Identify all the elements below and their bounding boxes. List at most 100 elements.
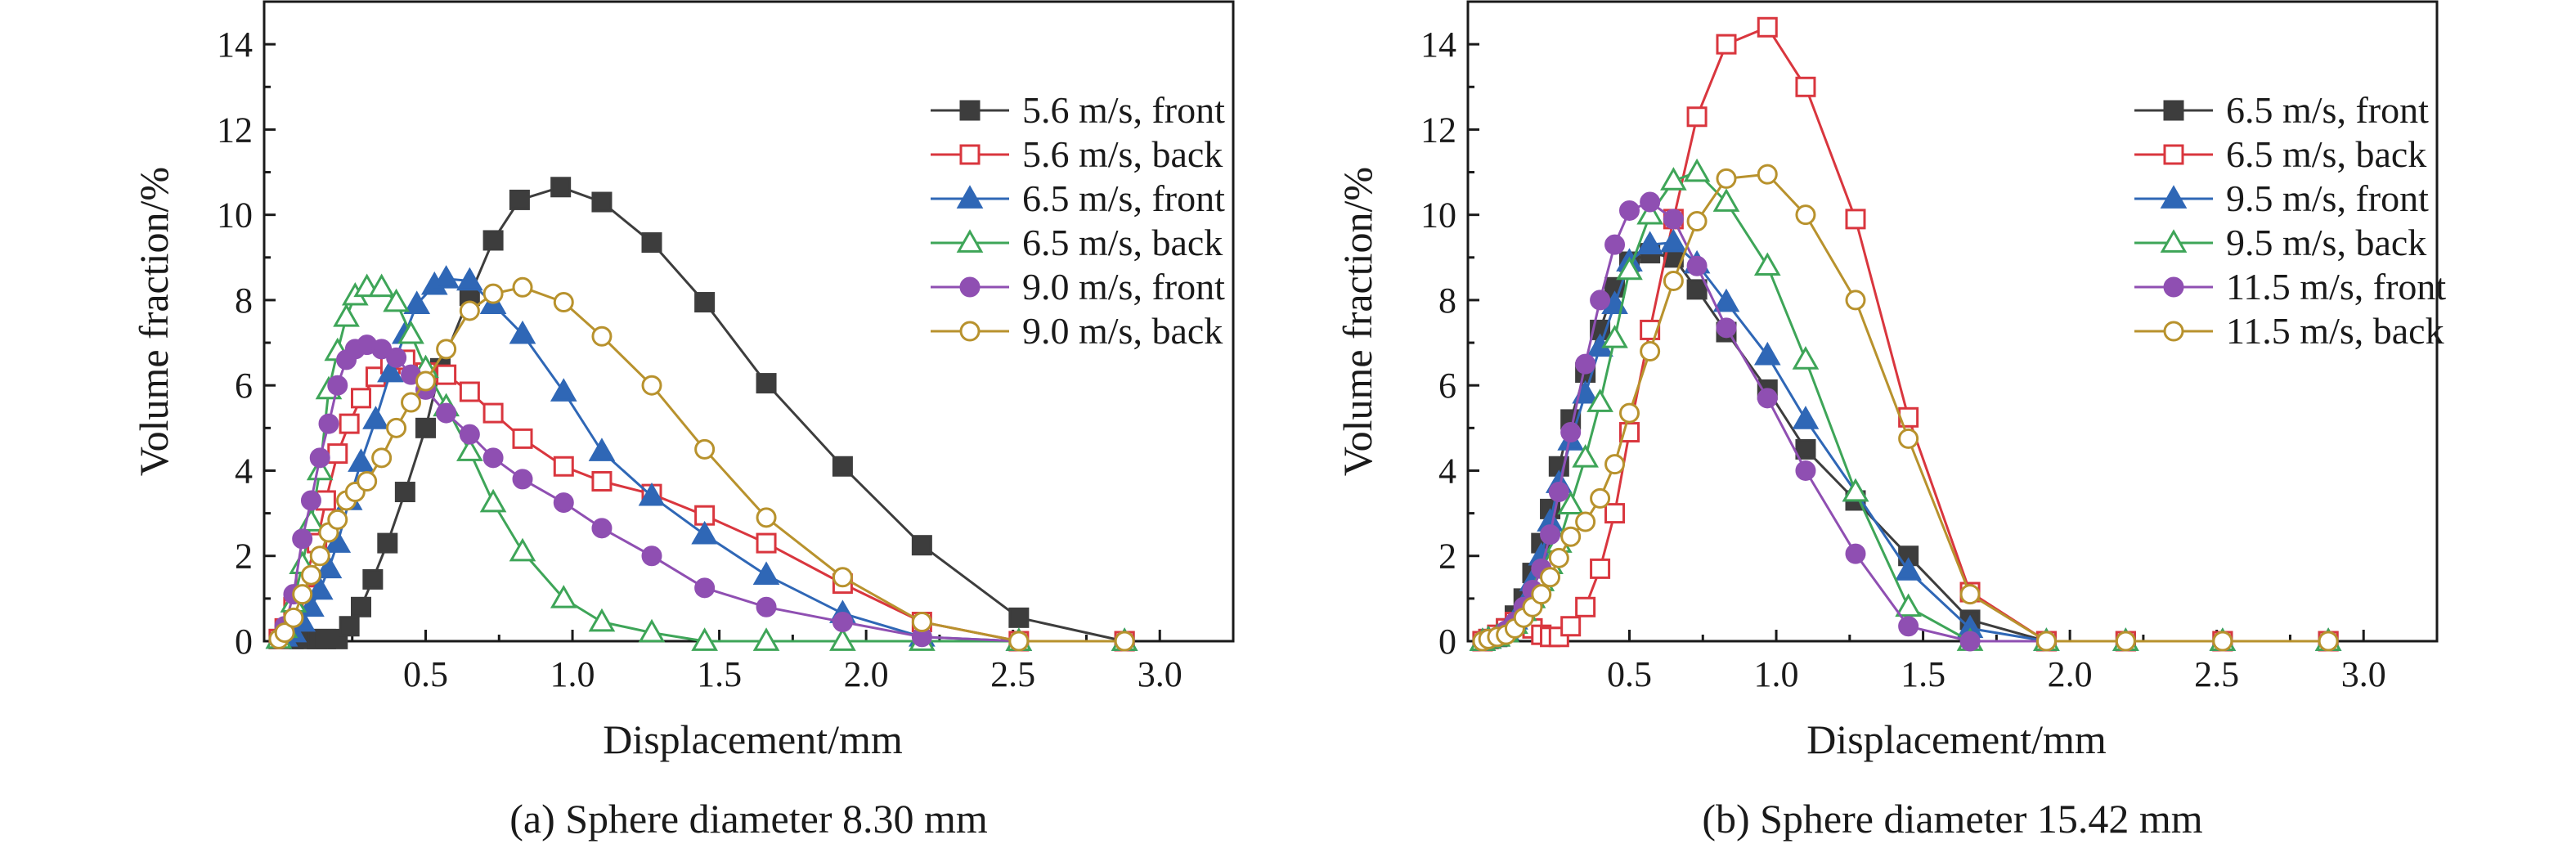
- data-point: [1660, 228, 1687, 253]
- data-point: [362, 568, 384, 590]
- data-point: [829, 627, 856, 651]
- data-point: [456, 267, 483, 291]
- data-point: [1660, 167, 1687, 191]
- data-point: [1795, 204, 1816, 226]
- data-point: [509, 537, 536, 562]
- data-point: [832, 567, 853, 588]
- x-tick-label: 3.0: [2341, 654, 2386, 694]
- data-point: [1572, 444, 1599, 468]
- legend-item: 9.5 m/s, front: [2134, 177, 2429, 219]
- data-point: [1795, 76, 1816, 97]
- data-point: [482, 447, 504, 469]
- data-point: [309, 447, 330, 469]
- data-point: [1712, 188, 1740, 212]
- legend-marker: [959, 276, 981, 298]
- data-point: [641, 375, 662, 396]
- data-point: [1636, 231, 1663, 254]
- data-point: [274, 622, 295, 644]
- data-point: [591, 518, 613, 539]
- series-11-5-m-s-back: [1472, 164, 2339, 652]
- data-point: [512, 469, 533, 490]
- y-tick-label: 4: [235, 451, 253, 491]
- figure-caption: (a) Sphere diameter 8.30 mm: [509, 796, 988, 842]
- legend-item: 5.6 m/s, back: [931, 133, 1223, 175]
- data-point: [1683, 158, 1711, 182]
- x-tick-label: 2.0: [844, 654, 889, 694]
- data-point: [641, 545, 662, 567]
- data-point: [588, 608, 616, 632]
- data-point: [1712, 288, 1740, 312]
- data-point: [512, 428, 533, 449]
- data-point: [638, 482, 666, 506]
- data-point: [1795, 438, 1816, 460]
- legend-item: 9.0 m/s, front: [931, 266, 1225, 308]
- y-tick-label: 14: [217, 25, 253, 65]
- chart-panel-b: 0 2 4 6 8 10 12 14 0.5 1.0 1.5 2.0 2.5 3.0 Displacemen…: [1335, 0, 2446, 842]
- x-tick-label: 2.0: [2048, 654, 2093, 694]
- x-tick-label: 1.5: [697, 654, 742, 694]
- data-point: [1753, 341, 1781, 366]
- x-axis-label: Displacement/mm: [1806, 716, 2107, 762]
- data-point: [1601, 325, 1628, 348]
- data-point: [1636, 200, 1663, 225]
- data-point: [1560, 422, 1582, 443]
- y-tick-label: 12: [1420, 110, 1456, 150]
- data-point: [333, 303, 360, 327]
- data-point: [1540, 524, 1561, 545]
- data-point: [588, 438, 616, 461]
- data-point: [339, 413, 360, 434]
- data-point: [1753, 252, 1781, 276]
- y-tick-label: 12: [217, 110, 253, 150]
- y-tick-label: 0: [1438, 622, 1456, 662]
- y-tick-label: 0: [235, 622, 253, 662]
- data-point: [1616, 256, 1643, 281]
- data-point: [1686, 210, 1708, 231]
- data-point: [832, 456, 853, 477]
- x-tick-label: 0.5: [403, 654, 448, 694]
- data-point: [1548, 547, 1569, 568]
- data-point: [509, 320, 536, 344]
- data-point: [371, 447, 393, 469]
- data-point: [1114, 631, 1135, 652]
- y-tick-label: 10: [1420, 195, 1456, 236]
- data-point: [591, 471, 613, 492]
- data-point: [691, 520, 718, 545]
- data-point: [752, 561, 780, 586]
- data-point: [292, 528, 313, 550]
- data-point: [1540, 567, 1561, 588]
- data-point: [482, 283, 504, 304]
- legend-label: 9.5 m/s, front: [2226, 177, 2429, 219]
- legend-marker: [2163, 321, 2184, 342]
- y-tick-label: 10: [217, 195, 253, 236]
- data-point: [1590, 558, 1611, 579]
- data-point: [386, 347, 407, 368]
- x-tick-label: 2.5: [2194, 654, 2239, 694]
- y-tick-label: 2: [235, 536, 253, 577]
- data-point: [327, 375, 348, 396]
- data-point: [1575, 596, 1596, 617]
- data-point: [368, 273, 395, 298]
- legend-marker: [959, 144, 981, 165]
- legend-item: 6.5 m/s, front: [931, 177, 1225, 219]
- data-point: [1845, 209, 1866, 230]
- legend-label: 5.6 m/s, back: [1022, 133, 1223, 175]
- data-point: [1619, 200, 1640, 221]
- data-point: [756, 532, 777, 554]
- data-point: [459, 300, 480, 321]
- y-tick-label: 2: [1438, 536, 1456, 577]
- x-tick-label: 3.0: [1138, 654, 1183, 694]
- data-point: [1586, 388, 1613, 412]
- data-point: [1575, 353, 1596, 375]
- legend-label: 9.5 m/s, back: [2226, 222, 2426, 263]
- data-point: [1008, 631, 1030, 652]
- legend-item: 9.0 m/s, back: [931, 310, 1223, 352]
- data-point: [306, 456, 334, 481]
- data-point: [377, 532, 398, 554]
- data-point: [357, 471, 378, 492]
- data-point: [1548, 482, 1569, 503]
- data-point: [433, 265, 460, 289]
- legend-marker: [2163, 100, 2184, 121]
- data-point: [1604, 454, 1626, 475]
- data-point: [2212, 631, 2233, 652]
